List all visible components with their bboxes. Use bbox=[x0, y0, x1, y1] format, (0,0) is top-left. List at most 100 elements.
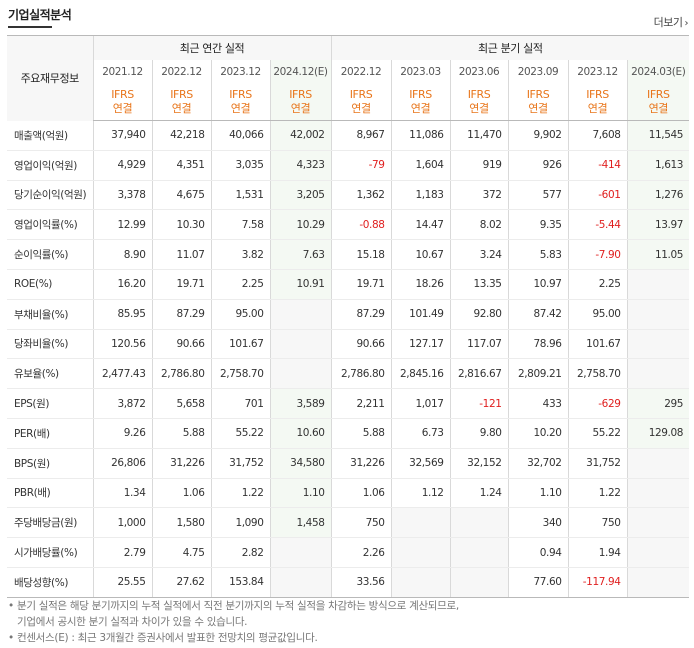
table-cell: 701 bbox=[210, 388, 270, 419]
table-cell: 1,580 bbox=[151, 507, 211, 539]
accounting-standard-cell: IFRS 연결 bbox=[390, 84, 451, 121]
table-cell: 7.58 bbox=[210, 209, 270, 241]
table-cell: 3,378 bbox=[92, 180, 152, 211]
table-cell: 1,613 bbox=[626, 150, 690, 181]
table-cell: 340 bbox=[507, 507, 569, 539]
table-cell: 2,211 bbox=[330, 388, 392, 419]
std-consolidated: 연결 bbox=[230, 102, 251, 115]
table-cell bbox=[449, 507, 509, 539]
footnote-2: • 컨센서스(E) : 최근 3개월간 증권사에서 발표한 전망치의 평균값입니… bbox=[8, 630, 459, 646]
table-cell: 26,806 bbox=[92, 448, 152, 479]
table-row: 영업이익률(%) 12.99 10.30 7.58 10.29 -0.88 14.47 8.0… bbox=[7, 209, 690, 241]
table-cell: 433 bbox=[507, 388, 569, 419]
table-cell: 2.25 bbox=[210, 268, 270, 300]
table-cell bbox=[390, 507, 451, 539]
accounting-standard-row: IFRS 연결 IFRS 연결 IFRS 연결 IFRS 연결 IFRS 연결 IFRS 연결 IFRS… bbox=[7, 84, 690, 121]
table-cell: 77.60 bbox=[507, 567, 569, 598]
table-row: 매출액(억원) 37,940 42,218 40,066 42,002 8,967 11,0… bbox=[7, 120, 690, 151]
table-cell: 55.22 bbox=[567, 418, 628, 449]
table-cell: 9.35 bbox=[507, 209, 569, 241]
std-consolidated: 연결 bbox=[528, 102, 548, 115]
accounting-standard-cell: IFRS 연결 bbox=[507, 84, 569, 121]
more-link[interactable]: 더보기 › bbox=[653, 14, 689, 30]
table-cell bbox=[626, 448, 690, 479]
row-label: 매출액(억원) bbox=[7, 120, 93, 151]
table-cell: -601 bbox=[567, 180, 628, 211]
std-consolidated: 연결 bbox=[410, 102, 431, 115]
annual-period-0: 2021.12 bbox=[92, 60, 152, 84]
financial-table-body: 매출액(억원) 37,940 42,218 40,066 42,002 8,967 11,0… bbox=[7, 120, 690, 598]
row-label: EPS(원) bbox=[7, 388, 93, 419]
std-consolidated: 연결 bbox=[351, 102, 371, 115]
table-cell: 5.88 bbox=[330, 418, 392, 449]
chevron-right-icon: › bbox=[684, 18, 689, 29]
table-cell: 1.94 bbox=[567, 537, 628, 568]
table-cell: -629 bbox=[567, 388, 628, 419]
table-cell: 2,845.16 bbox=[390, 358, 451, 390]
table-cell bbox=[626, 268, 690, 300]
accounting-standard-cell: IFRS 연결 bbox=[92, 84, 152, 121]
table-cell: 13.97 bbox=[626, 209, 690, 241]
table-cell: 2,786.80 bbox=[151, 358, 211, 390]
table-cell: 27.62 bbox=[151, 567, 211, 598]
table-cell: 31,226 bbox=[330, 448, 392, 479]
table-cell: -414 bbox=[567, 150, 628, 181]
table-cell: 42,002 bbox=[269, 120, 332, 151]
table-cell: 13.35 bbox=[449, 268, 509, 300]
table-cell: 85.95 bbox=[92, 299, 152, 330]
row-label: 순이익률(%) bbox=[7, 239, 93, 270]
table-cell: 6.73 bbox=[390, 418, 451, 449]
table-cell: 2.26 bbox=[330, 537, 392, 568]
footnote-1-line-1: 분기 실적은 해당 분기까지의 누적 실적에서 직전 분기까지의 누적 실적을 … bbox=[16, 600, 459, 612]
table-cell: 1.34 bbox=[92, 478, 152, 509]
table-row: EPS(원) 3,872 5,658 701 3,589 2,211 1,017 -121 43… bbox=[7, 388, 690, 419]
row-label: PBR(배) bbox=[7, 478, 93, 509]
table-cell: 1,017 bbox=[390, 388, 451, 419]
table-cell: 8,967 bbox=[330, 120, 392, 151]
row-label: 주당배당금(원) bbox=[7, 507, 93, 539]
more-label: 더보기 bbox=[653, 16, 683, 29]
table-row: PER(배) 9.26 5.88 55.22 10.60 5.88 6.73 9.80 10.2… bbox=[7, 418, 690, 449]
table-cell: 33.56 bbox=[330, 567, 392, 598]
table-cell: 19.71 bbox=[330, 268, 392, 300]
table-cell: 1,000 bbox=[92, 507, 152, 539]
table-row: 유보율(%) 2,477.43 2,786.80 2,758.70 2,786.80 2,… bbox=[7, 358, 690, 390]
table-cell: 120.56 bbox=[92, 329, 152, 360]
table-cell: 4,675 bbox=[151, 180, 211, 211]
std-ifrs: IFRS bbox=[526, 88, 550, 101]
table-cell bbox=[449, 567, 509, 598]
footnote-2-text: 컨센서스(E) : 최근 3개월간 증권사에서 발표한 전망치의 평균값입니다. bbox=[16, 632, 318, 644]
table-row: 배당성향(%) 25.55 27.62 153.84 33.56 77.60 -117.94 bbox=[7, 567, 690, 598]
table-cell: 919 bbox=[449, 150, 509, 181]
std-consolidated: 연결 bbox=[587, 102, 608, 115]
table-cell: -121 bbox=[449, 388, 509, 419]
table-row: 당좌비율(%) 120.56 90.66 101.67 90.66 127.17 117.0… bbox=[7, 329, 690, 360]
table-cell: 750 bbox=[330, 507, 392, 539]
table-cell: 11,470 bbox=[449, 120, 509, 151]
table-row: ROE(%) 16.20 19.71 2.25 10.91 19.71 18.26 13.35… bbox=[7, 268, 690, 300]
table-cell: 4,351 bbox=[151, 150, 211, 181]
table-cell: 2,809.21 bbox=[507, 358, 569, 390]
std-consolidated: 연결 bbox=[648, 102, 669, 115]
table-cell: 750 bbox=[567, 507, 628, 539]
accounting-standard-cell: IFRS 연결 bbox=[567, 84, 628, 121]
table-cell bbox=[269, 567, 332, 598]
row-label: 배당성향(%) bbox=[7, 567, 93, 598]
table-cell: 5.83 bbox=[507, 239, 569, 270]
table-cell: 31,226 bbox=[151, 448, 211, 479]
table-cell: 3.82 bbox=[210, 239, 270, 270]
std-consolidated: 연결 bbox=[112, 102, 133, 115]
std-ifrs: IFRS bbox=[229, 88, 252, 101]
quarter-period-1: 2023.03 bbox=[390, 60, 451, 84]
table-row: BPS(원) 26,806 31,226 31,752 34,580 31,226 32,5… bbox=[7, 448, 690, 479]
table-cell: 1,604 bbox=[390, 150, 451, 181]
section-title: 기업실적분석 bbox=[8, 8, 72, 22]
std-ifrs: IFRS bbox=[467, 88, 491, 101]
table-cell: -0.88 bbox=[330, 209, 392, 241]
annual-period-1: 2022.12 bbox=[151, 60, 211, 84]
table-cell bbox=[626, 567, 690, 598]
footnote-1: • 분기 실적은 해당 분기까지의 누적 실적에서 직전 분기까지의 누적 실적… bbox=[8, 598, 459, 614]
table-cell bbox=[269, 537, 332, 568]
std-ifrs: IFRS bbox=[349, 88, 373, 101]
financial-table-wrapper: 주요재무정보 최근 연간 실적 최근 분기 실적 2021.12 2022.12 2… bbox=[7, 35, 690, 598]
